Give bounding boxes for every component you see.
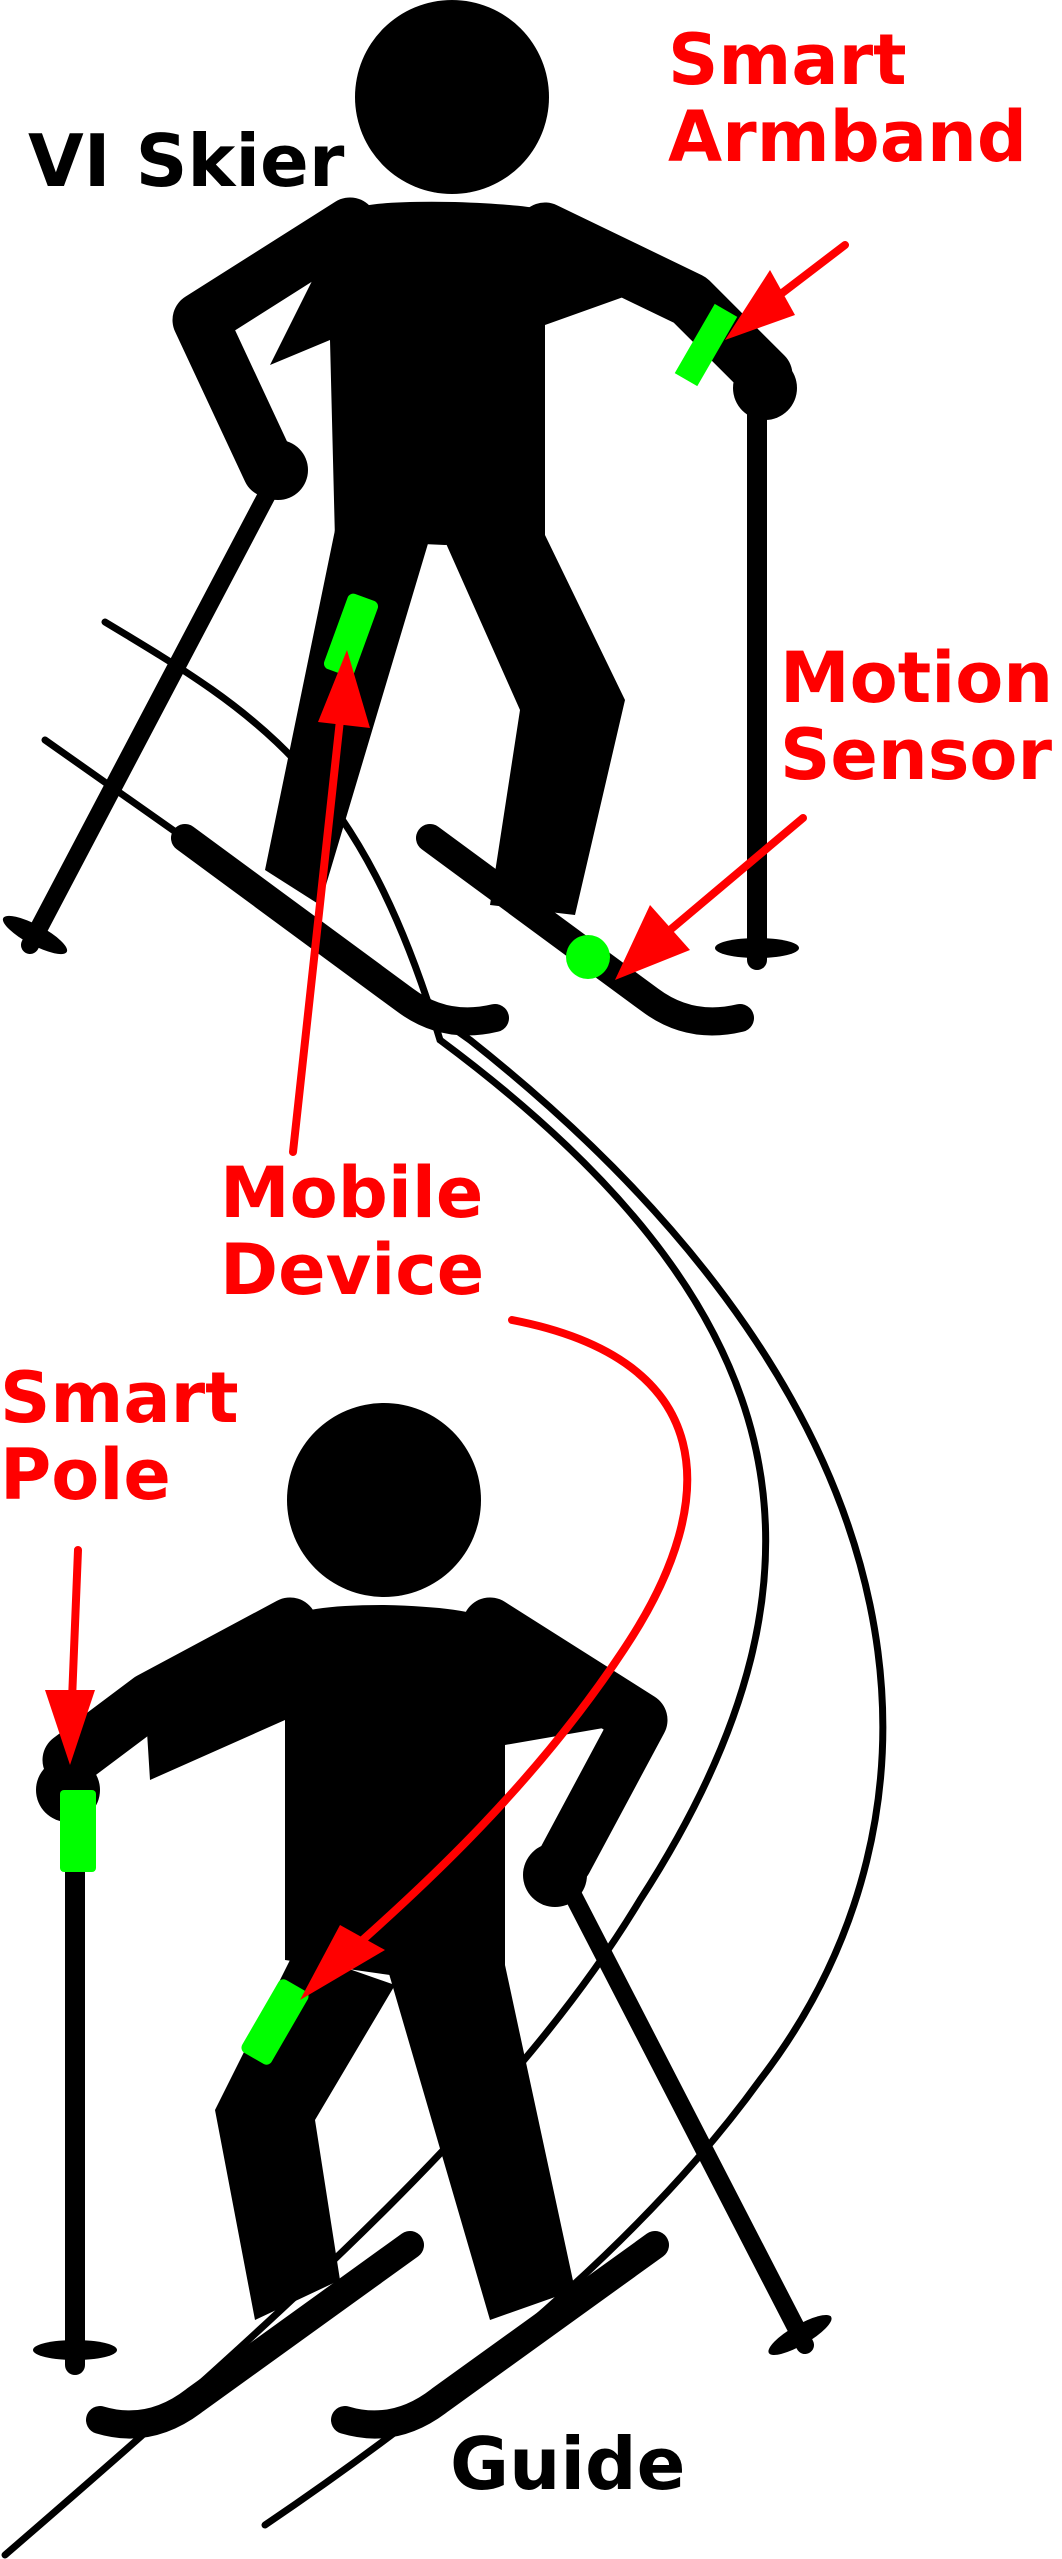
- vi-skier-right-leg: [440, 530, 625, 915]
- vi-skier-figure: [2, 0, 799, 1036]
- arrow-smart-armband-head: [725, 270, 795, 340]
- smart-armband-label-line2: Armband: [668, 96, 1027, 178]
- arrow-smart-pole-head: [45, 1690, 95, 1765]
- guide-pole-left-basket: [33, 2340, 117, 2360]
- smart-pole-label-line1: Smart: [0, 1357, 239, 1439]
- vi-skier-mobile-device-marker: [323, 593, 379, 677]
- smart-armband-marker: [674, 303, 738, 387]
- mobile-device-label-line2: Device: [220, 1229, 485, 1311]
- vi-skier-torso: [270, 201, 685, 545]
- vi-skier-right-arm: [517, 202, 793, 403]
- vi-skier-head: [355, 0, 549, 194]
- vi-skier-pole-right-basket: [715, 938, 799, 958]
- smart-pole-label: Smart Pole: [0, 1360, 239, 1514]
- guide-ski-right: [331, 2231, 669, 2439]
- smart-armband-label-line1: Smart: [668, 19, 907, 101]
- vi-skier-left-arm: [172, 197, 378, 498]
- arrow-mobile-device-bottom: [336, 1316, 692, 1964]
- vi-skier-pole-left: [21, 461, 289, 954]
- guide-ski-left: [86, 2231, 424, 2439]
- guide-figure: [33, 1403, 832, 2439]
- arrow-mobile-device-top-head: [318, 650, 370, 728]
- mobile-device-label: Mobile Device: [220, 1155, 484, 1309]
- guide-right-arm: [462, 1597, 668, 1888]
- vi-skier-pole-left-basket: [2, 915, 68, 955]
- motion-sensor-label-line1: Motion: [780, 637, 1054, 719]
- motion-sensor-label-line2: Sensor: [780, 714, 1053, 796]
- guide-pole-right-basket: [768, 2315, 832, 2355]
- smart-pole-label-line2: Pole: [0, 1434, 171, 1516]
- guide-label: Guide: [450, 2422, 686, 2506]
- arrow-mobile-device-top: [289, 716, 344, 1156]
- guide-mobile-device-marker: [241, 1979, 309, 2065]
- motion-sensor-label: Motion Sensor: [780, 640, 1053, 794]
- vi-skier-label: VI Skier: [28, 119, 345, 203]
- smart-pole-marker: [60, 1790, 96, 1872]
- guide-torso: [145, 1605, 650, 1975]
- guide-pole-right: [551, 1861, 814, 2354]
- arrow-motion-sensor-head: [615, 905, 690, 980]
- vi-skier-ski-right: [416, 824, 754, 1036]
- smart-armband-label: Smart Armband: [668, 22, 1027, 176]
- motion-sensor-marker: [566, 935, 610, 979]
- guide-left-arm: [42, 1597, 318, 1788]
- arrow-motion-sensor: [666, 814, 807, 934]
- vi-skier-ski-left: [171, 824, 509, 1036]
- annotation-arrows: [45, 241, 849, 2000]
- guide-right-leg: [385, 1960, 575, 2320]
- arrow-mobile-device-bottom-head: [300, 1925, 385, 2000]
- arrow-smart-pole: [68, 1546, 82, 1704]
- guide-head: [287, 1403, 481, 1597]
- mobile-device-label-line1: Mobile: [220, 1152, 484, 1234]
